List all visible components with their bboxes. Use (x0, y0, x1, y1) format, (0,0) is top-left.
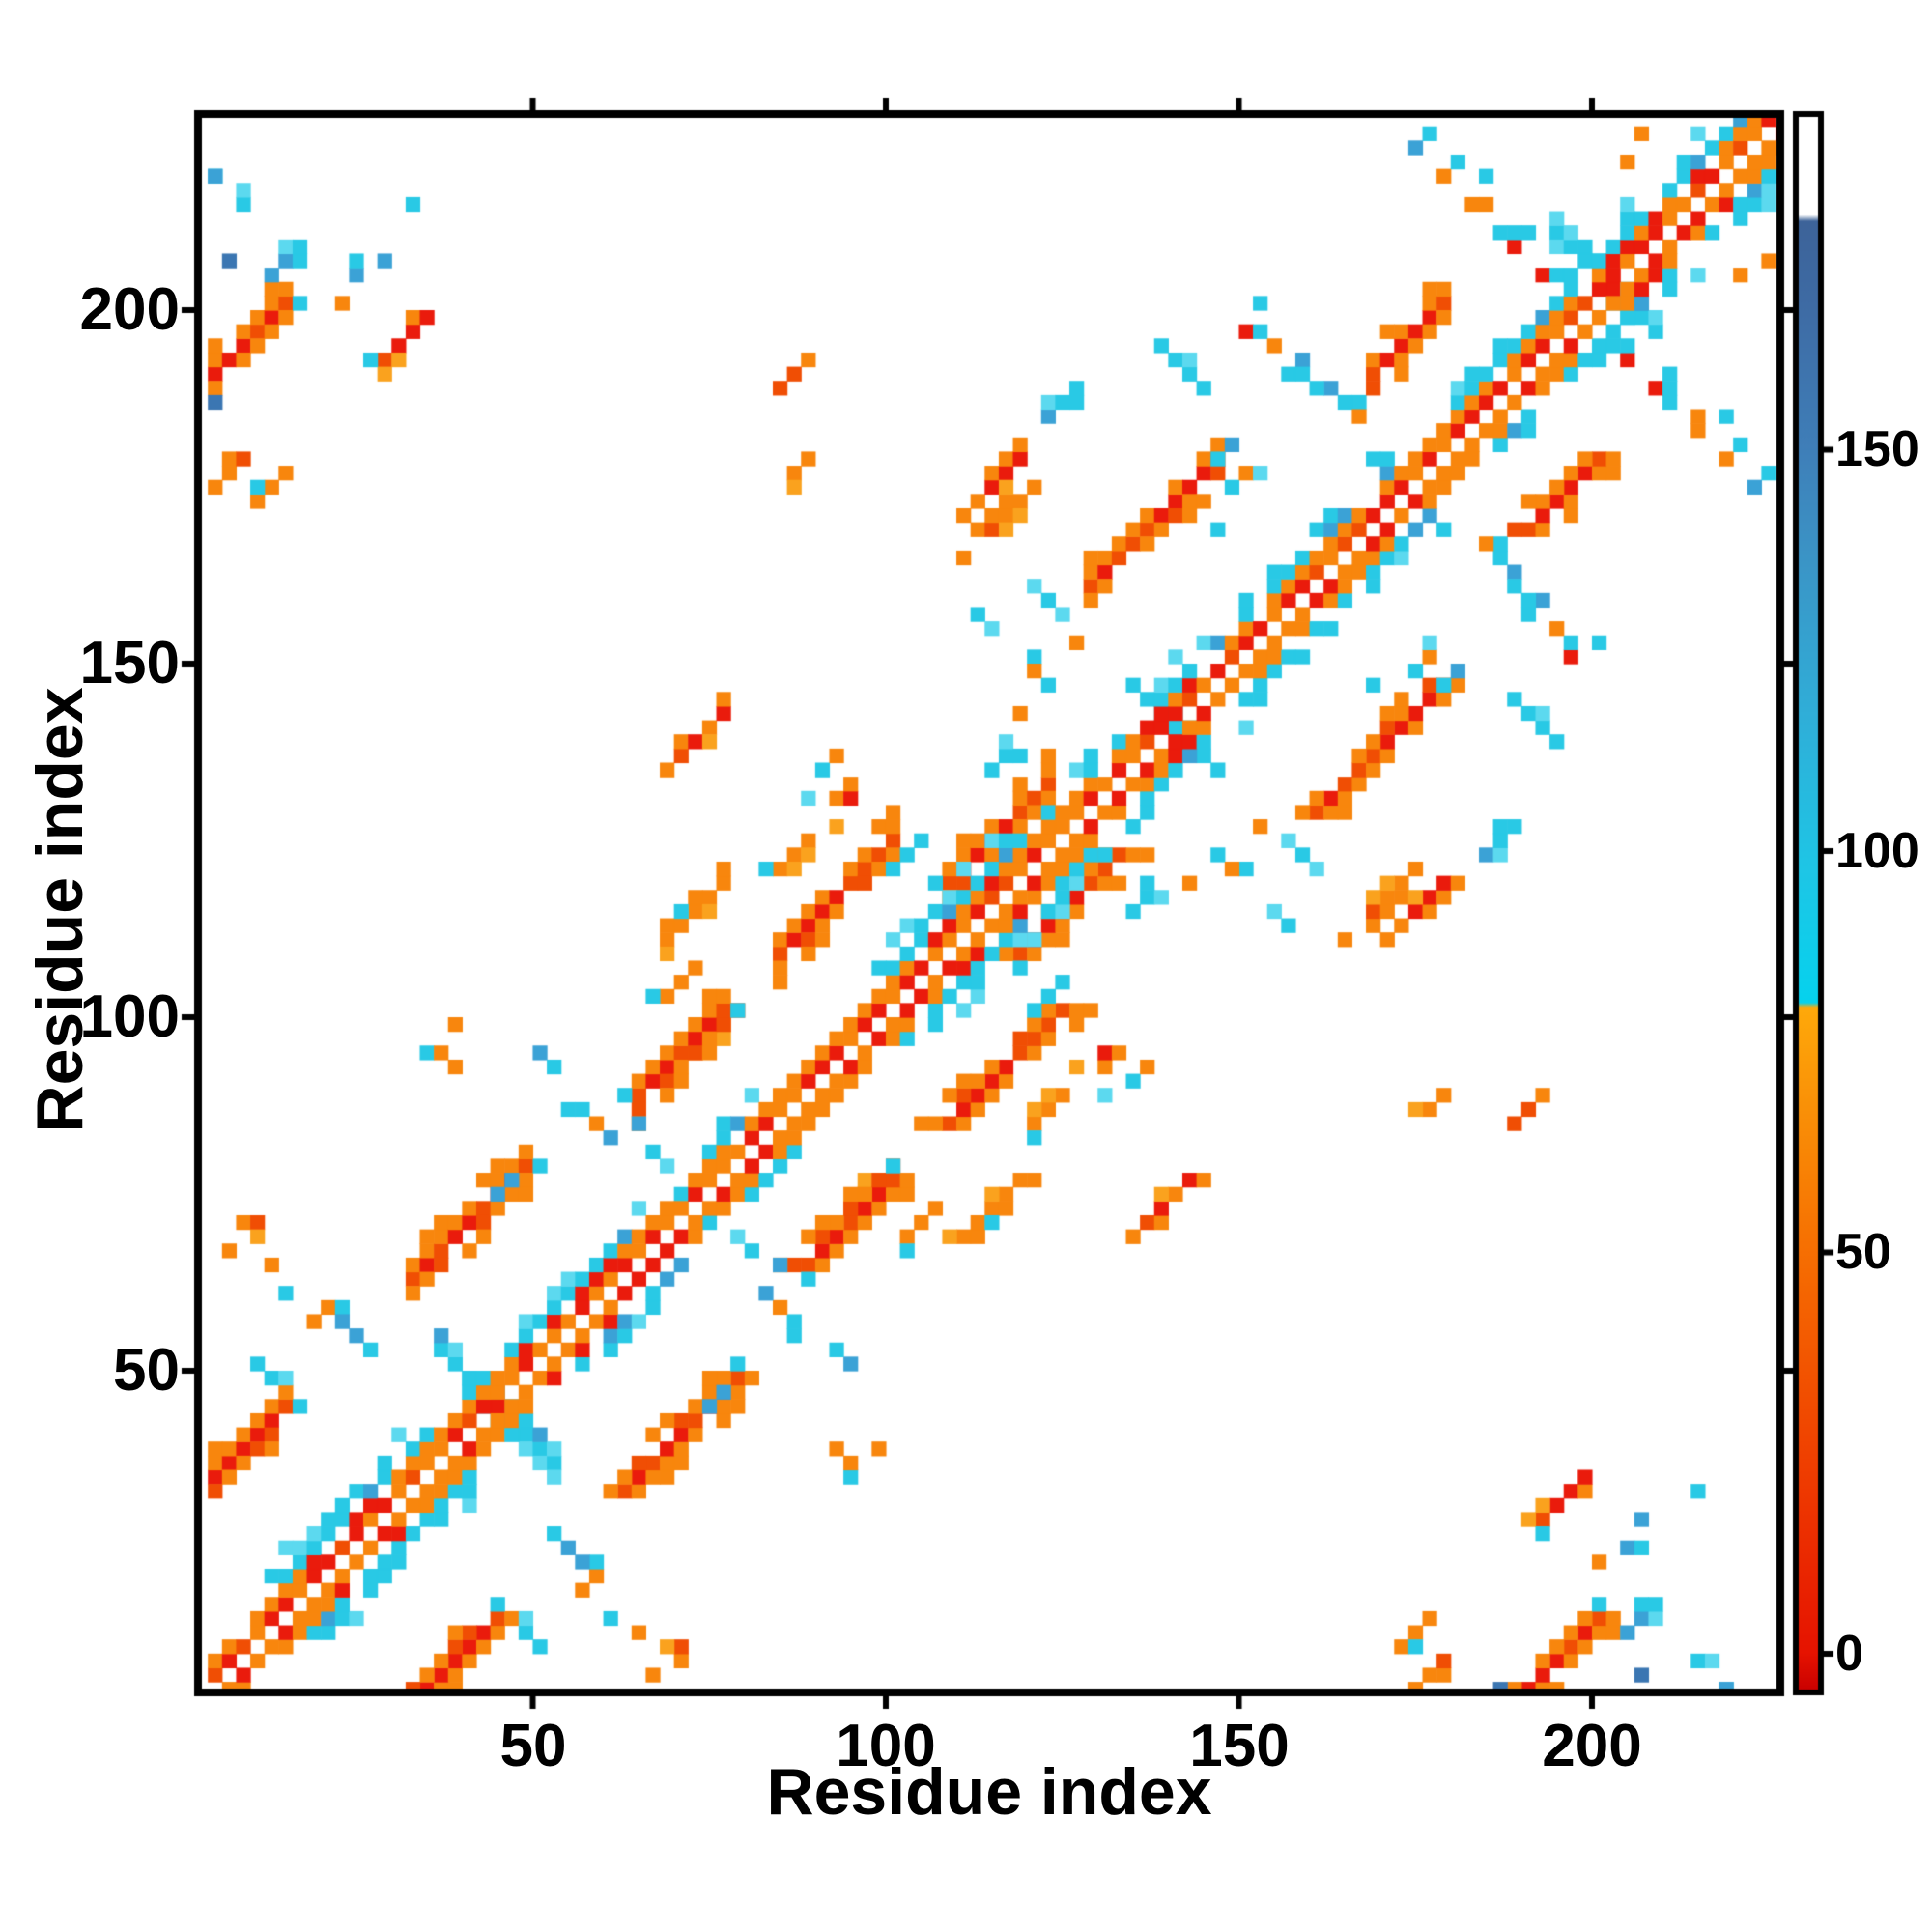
colorbar-tick-100: 100 (1835, 823, 1919, 879)
colorbar-tick-50: 50 (1835, 1224, 1891, 1280)
x-tick-100: 100 (836, 1713, 936, 1779)
colorbar-tick-150: 150 (1835, 421, 1919, 477)
y-axis-title: Residue index (23, 687, 97, 1133)
y-tick-150: 150 (79, 630, 180, 696)
x-tick-50: 50 (499, 1713, 567, 1779)
x-tick-200: 200 (1542, 1713, 1642, 1779)
colorbar-tick-0: 0 (1835, 1626, 1863, 1682)
y-tick-100: 100 (79, 983, 180, 1050)
y-tick-200: 200 (79, 276, 180, 343)
x-axis-title: Residue index (766, 1755, 1212, 1829)
x-tick-150: 150 (1189, 1713, 1290, 1779)
y-tick-50: 50 (113, 1337, 180, 1404)
